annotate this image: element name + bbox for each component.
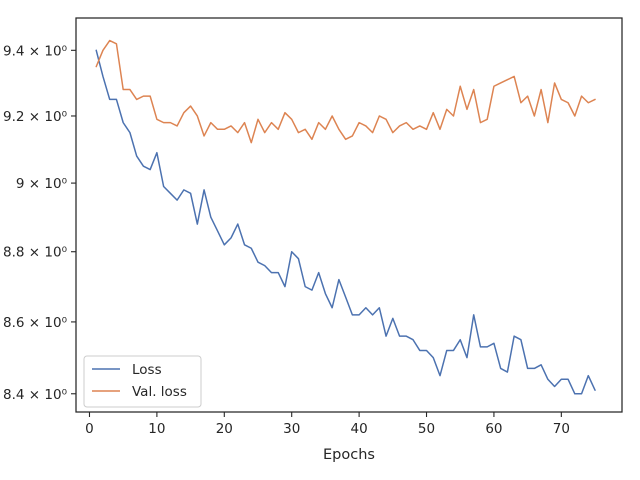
- x-tick-label: 70: [553, 421, 570, 437]
- series-line-val-loss: [95, 39, 596, 144]
- series-line-loss: [95, 49, 596, 395]
- x-tick-label: 10: [148, 421, 165, 437]
- series-layer: [95, 39, 596, 395]
- y-tick-label: 9.2 × 10⁰: [3, 109, 67, 125]
- x-tick-label: 60: [485, 421, 502, 437]
- x-tick-label: 30: [283, 421, 300, 437]
- y-tick-label: 9.4 × 10⁰: [3, 43, 67, 59]
- legend-label: Val. loss: [132, 384, 187, 400]
- y-tick-label: 9 × 10⁰: [16, 176, 67, 192]
- y-tick-label: 8.8 × 10⁰: [3, 245, 67, 261]
- plot-frame: [75, 17, 623, 413]
- x-tick-label: 20: [216, 421, 233, 437]
- y-tick-label: 8.4 × 10⁰: [3, 387, 67, 403]
- y-tick-label: 8.6 × 10⁰: [3, 315, 67, 331]
- x-tick-label: 0: [85, 421, 94, 437]
- x-axis: 0 10 20 30 40 50 60 70: [85, 412, 570, 437]
- x-axis-label: Epochs: [323, 447, 375, 463]
- legend: Loss Val. loss: [83, 355, 202, 408]
- y-axis: 8.4 × 10⁰ 8.6 × 10⁰ 8.8 × 10⁰ 9 × 10⁰ 9.2 × …: [3, 43, 76, 403]
- legend-label: Loss: [132, 362, 162, 378]
- x-tick-label: 50: [418, 421, 435, 437]
- x-tick-label: 40: [351, 421, 368, 437]
- plot-area: [75, 17, 623, 413]
